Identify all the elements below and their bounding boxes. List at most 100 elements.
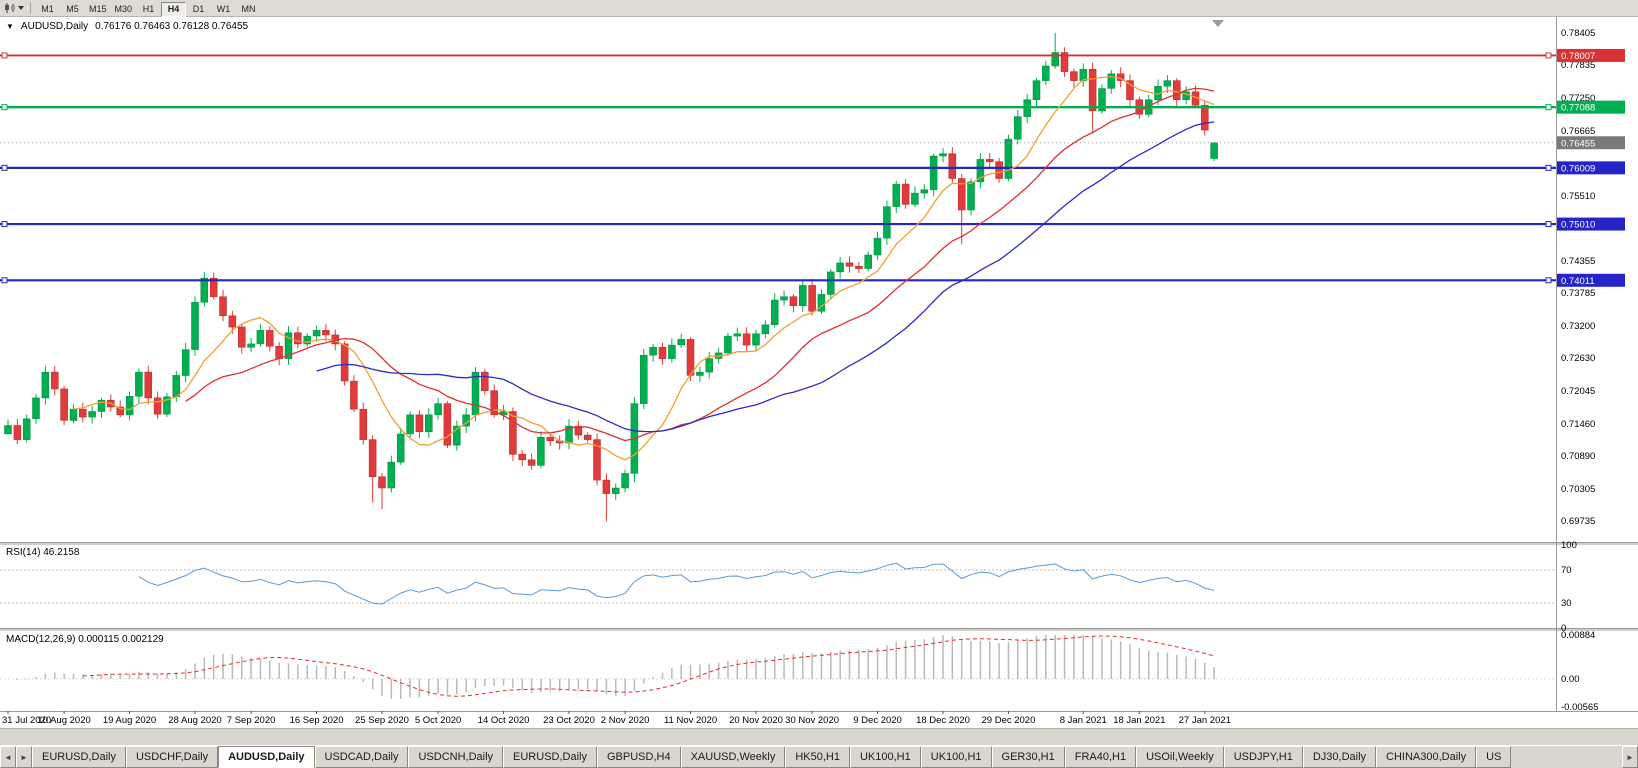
line-handle[interactable] [1545, 277, 1552, 284]
price-axis-label: 0.72630 [1561, 353, 1595, 364]
macd-indicator-label: MACD(12,26,9) 0.000115 0.002129 [6, 634, 164, 645]
candle-down [845, 256, 854, 273]
candle-up [97, 397, 106, 418]
tab-fra40-h1[interactable]: FRA40,H1 [1064, 746, 1137, 768]
chart-tabs: EURUSD,Daily USDCHF,Daily AUDUSD,Daily USDC… [32, 746, 1622, 768]
tab-gbpusd-h4[interactable]: GBPUSD,H4 [597, 746, 681, 768]
timeframe-d1[interactable]: D1 [186, 2, 211, 17]
panel-splitter[interactable] [0, 628, 1638, 631]
tab-usdcad-daily[interactable]: USDCAD,Daily [314, 746, 409, 768]
candle-down [219, 289, 227, 322]
rsi-line [138, 562, 1215, 605]
tab-hk50-h1[interactable]: HK50,H1 [785, 746, 850, 768]
candle-up [630, 397, 639, 483]
horizontal-line-0.75010[interactable] [0, 221, 1556, 228]
candle-up [1004, 134, 1013, 182]
timeframe-h4[interactable]: H4 [161, 2, 187, 17]
macd-axis-label: 0.00 [1561, 674, 1580, 685]
panel-splitter[interactable] [0, 542, 1638, 545]
line-handle[interactable] [1, 221, 8, 228]
candle-up [387, 455, 396, 493]
date-axis-label: 14 Oct 2020 [478, 715, 530, 726]
tab-usoil-weekly[interactable]: USOil,Weekly [1136, 746, 1224, 768]
tab-eurusd-daily[interactable]: EURUSD,Daily [32, 746, 126, 768]
symbol-dropdown-icon[interactable]: ▼ [6, 21, 14, 31]
tab-usdcnh-daily[interactable]: USDCNH,Daily [408, 746, 504, 768]
timeframe-buttons: M1 M5 M15 M30 H1 H4 D1 W1 MN [35, 0, 261, 17]
candle-up [967, 178, 975, 216]
horizontal-line-0.77088[interactable] [0, 104, 1556, 111]
timeframe-toolbar: M1 M5 M15 M30 H1 H4 D1 W1 MN [0, 0, 1638, 17]
macd-axis-label: -0.00565 [1561, 702, 1599, 713]
candle-down [238, 324, 246, 354]
line-handle[interactable] [1, 164, 8, 171]
candle-up [565, 419, 573, 450]
candle-up [537, 431, 545, 469]
line-handle[interactable] [1545, 52, 1552, 59]
tab-eurusd-daily[interactable]: EURUSD,Daily [503, 746, 597, 768]
timeframe-m15[interactable]: M15 [85, 2, 111, 17]
date-axis-label: 27 Jan 2021 [1179, 715, 1231, 726]
candle-down [368, 435, 377, 503]
candle-up [668, 338, 676, 363]
tab-china300-daily[interactable]: CHINA300,Daily [1376, 746, 1477, 768]
tab-usdchf-daily[interactable]: USDCHF,Daily [125, 746, 219, 768]
date-axis-label: 18 Dec 2020 [916, 715, 970, 726]
tab-audusd-daily[interactable]: AUDUSD,Daily [218, 746, 315, 768]
candle-down [79, 402, 87, 423]
candle-up [471, 367, 480, 422]
line-handle[interactable] [1, 104, 8, 111]
ma-slow-line [316, 121, 1215, 433]
horizontal-line-0.74011[interactable] [0, 277, 1556, 284]
candle-down [144, 365, 153, 405]
candle-up [770, 293, 779, 328]
candle-up [724, 332, 732, 356]
tab-overflow-right-icon[interactable]: ► [1622, 746, 1638, 768]
timeframe-w1[interactable]: W1 [211, 2, 236, 17]
candle-up [733, 327, 742, 342]
price-chart-canvas[interactable]: 0.78405 0.77835 0.77250 0.76665 0.75510 0.743… [0, 17, 1638, 745]
tab-ger30-h1[interactable]: GER30,H1 [991, 746, 1065, 768]
timeframe-m30[interactable]: M30 [111, 2, 137, 17]
timeframe-m1[interactable]: M1 [35, 2, 60, 17]
candle-up [200, 271, 209, 307]
candle-up [1098, 84, 1106, 114]
timeframe-h1[interactable]: H1 [136, 2, 161, 17]
timeframe-mn[interactable]: MN [236, 2, 261, 17]
tab-dj30-daily[interactable]: DJ30,Daily [1302, 746, 1377, 768]
tab-xauusd-weekly[interactable]: XAUUSD,Weekly [680, 746, 786, 768]
line-handle[interactable] [1545, 104, 1552, 111]
tab-usdjpy-h1[interactable]: USDJPY,H1 [1223, 746, 1303, 768]
chart-type-icon[interactable] [3, 2, 25, 14]
tab-scroll-left-icon[interactable]: ◄ [0, 746, 16, 768]
tab-scroll-right-icon[interactable]: ► [16, 746, 32, 768]
price-axis-label: 0.70890 [1561, 451, 1595, 462]
timeframe-m5[interactable]: M5 [60, 2, 85, 17]
tab-uk100-h1[interactable]: UK100,H1 [849, 746, 921, 768]
line-handle[interactable] [1545, 164, 1552, 171]
candle-up [752, 329, 760, 352]
price-axis-label: 0.77835 [1561, 60, 1595, 71]
tab-us[interactable]: US [1476, 746, 1512, 768]
current-price-badge: 0.76455 [1557, 136, 1625, 150]
price-level-badge: 0.74011 [1557, 273, 1625, 287]
candle-up [4, 419, 12, 435]
line-handle[interactable] [1, 277, 8, 284]
tab-uk100-h1[interactable]: UK100,H1 [920, 746, 992, 768]
candle-down [527, 453, 536, 470]
candle-up [396, 427, 405, 465]
candle-up [32, 393, 40, 425]
horizontal-line-0.78007[interactable] [0, 52, 1556, 59]
svg-text:0.78007: 0.78007 [1561, 51, 1595, 62]
candle-down [60, 385, 68, 425]
candle-down [1201, 100, 1209, 136]
line-handle[interactable] [1, 52, 8, 59]
chart-shift-marker-icon[interactable] [1212, 20, 1224, 27]
candle-down [518, 450, 527, 467]
candle-up [69, 404, 78, 424]
horizontal-line-0.76009[interactable] [0, 164, 1556, 171]
candle-up [1051, 32, 1059, 69]
candle-up [1032, 77, 1041, 106]
line-handle[interactable] [1545, 221, 1552, 228]
